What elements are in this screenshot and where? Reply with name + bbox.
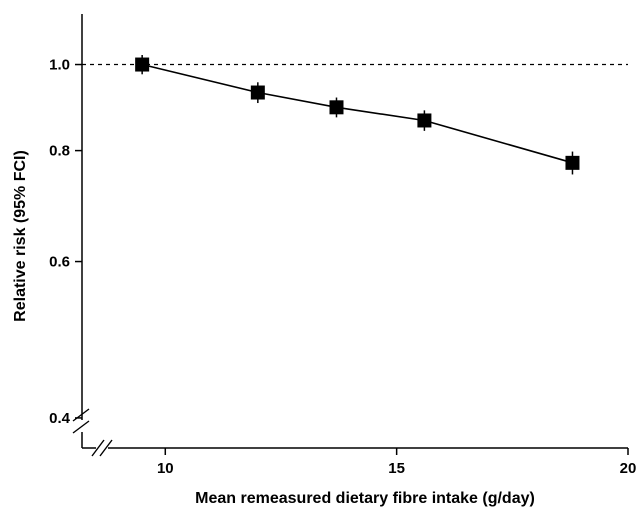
y-axis-break-mark	[72, 420, 90, 434]
data-point	[417, 113, 432, 128]
y-tick-label: 0.4	[49, 410, 71, 427]
ticks: 0.4 0.6 0.8 1.0 10 15 20	[49, 57, 636, 477]
data-point	[565, 155, 580, 170]
y-axis-break-mark	[72, 408, 90, 422]
y-tick-label: 1.0	[49, 57, 70, 74]
x-tick-label: 20	[620, 460, 637, 477]
x-tick-label: 10	[157, 460, 174, 477]
x-axis-label: Mean remeasured dietary fibre intake (g/…	[195, 490, 535, 507]
x-tick-label: 15	[388, 460, 405, 477]
x-axis-break-mark	[99, 439, 113, 457]
series-line	[142, 63, 573, 164]
x-axis-break-mark	[91, 439, 105, 457]
plot-area	[135, 55, 580, 175]
data-point	[250, 85, 265, 100]
y-axis-label: Relative risk (95% FCI)	[12, 150, 29, 322]
axes	[72, 14, 628, 457]
data-point	[329, 100, 344, 115]
data-point	[135, 57, 150, 72]
y-tick-label: 0.8	[49, 143, 70, 160]
y-tick-label: 0.6	[49, 254, 70, 271]
